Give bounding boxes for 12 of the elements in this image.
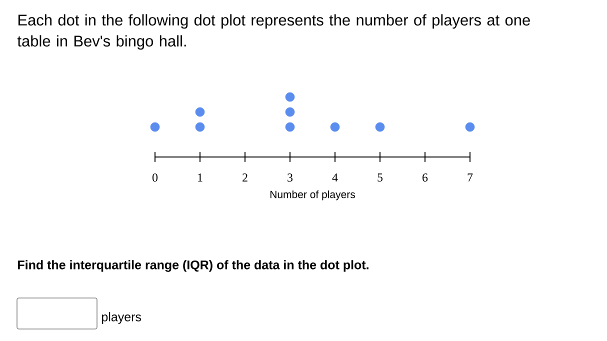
x-tick-label: 4 — [332, 174, 338, 182]
text: players — [102, 312, 142, 324]
text: Find the interquartile range (IQR) of the data in the dot plot. — [18, 260, 368, 272]
x-tick-label: 3 — [288, 174, 293, 182]
x-tick-label: 1 — [198, 174, 202, 182]
x-axis-title: Number of players — [270, 190, 355, 200]
chart-title: Each dot in the following dot plot represents the number of players at one table in Bev's bingo hall. — [17, 14, 530, 50]
x-tick-label: 6 — [422, 174, 428, 182]
x-tick-label: 7 — [468, 174, 473, 182]
x-tick-label: 0 — [152, 174, 158, 182]
x-tick-label: 5 — [378, 174, 383, 182]
x-tick-label: 2 — [242, 174, 248, 182]
